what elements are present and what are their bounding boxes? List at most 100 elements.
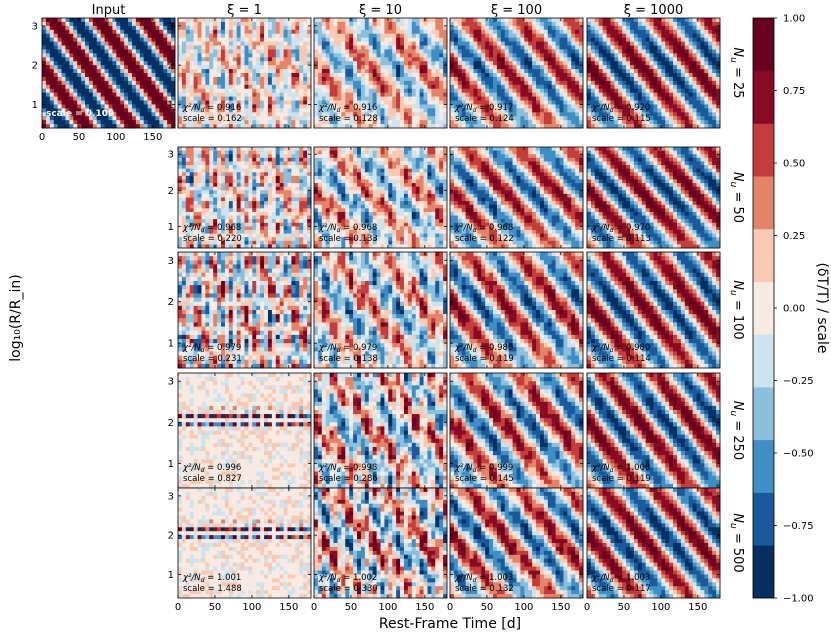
x-tick-label: 150 — [551, 602, 570, 613]
colorbar-tick-label: 0.50 — [783, 159, 805, 170]
y-axis-label: log₁₀(R/R_in) — [8, 274, 24, 361]
scale-label: scale = 0.119 — [592, 474, 651, 484]
x-tick-label: 100 — [106, 132, 125, 143]
chi2-label: χ²/Nd = 0.916 — [318, 103, 377, 114]
y-tick-label: 2 — [32, 61, 38, 72]
colorbar-segment — [753, 228, 774, 282]
y-tick-label: 2 — [168, 418, 174, 429]
y-tick-label: 1 — [168, 570, 174, 581]
x-tick-label: 0 — [447, 602, 453, 613]
row-label: Nu = 100 — [728, 280, 745, 339]
chi2-label: χ²/Nd = 0.916 — [182, 103, 241, 114]
scale-label: scale = 0.122 — [455, 234, 514, 244]
chi2-label: χ²/Nd = 0.980 — [591, 343, 650, 354]
scale-label: scale = 0.138 — [319, 354, 378, 364]
chi2-label: χ²/Nd = 1.000 — [591, 463, 650, 474]
x-tick-label: 0 — [39, 132, 45, 143]
x-tick-label: 150 — [143, 132, 162, 143]
chi2-label: χ²/Nd = 0.980 — [454, 343, 513, 354]
y-tick-label: 3 — [168, 377, 174, 388]
colorbar-tick-label: 0.75 — [783, 86, 805, 97]
scale-label: scale = 1.488 — [183, 584, 242, 594]
y-tick-label: 1 — [168, 100, 174, 111]
y-tick-label: 2 — [168, 186, 174, 197]
row-label: Nu = 25 — [728, 47, 745, 98]
chi2-label: χ²/Nd = 1.003 — [454, 573, 513, 584]
scale-label: scale = 0.128 — [319, 114, 378, 124]
colorbar-tick-label: 1.00 — [783, 14, 805, 25]
y-tick-label: 1 — [168, 222, 174, 233]
chi2-label: χ²/Nd = 0.996 — [182, 463, 241, 474]
y-tick-label: 2 — [168, 531, 174, 542]
colorbar-segment — [753, 281, 774, 335]
colorbar-tick-label: −0.75 — [783, 521, 814, 532]
colorbar-tick-label: −1.00 — [783, 594, 814, 605]
column-title: ξ = 10 — [359, 3, 402, 18]
chi2-label: χ²/Nd = 0.998 — [318, 463, 377, 474]
y-tick-label: 3 — [32, 21, 38, 32]
scale-label: scale = 0.113 — [592, 234, 651, 244]
chi2-label: χ²/Nd = 1.002 — [318, 573, 377, 584]
colorbar-label: (δT/T) / scale — [814, 263, 830, 354]
colorbar-segment — [753, 545, 774, 599]
chi2-label: χ²/Nd = 0.917 — [454, 103, 513, 114]
colorbar-segment — [753, 176, 774, 230]
colorbar-segment — [753, 439, 774, 493]
scale-label: scale = 0.330 — [319, 584, 378, 594]
colorbar-segment — [753, 123, 774, 177]
colorbar-tick-label: 0.25 — [783, 231, 805, 242]
chi2-label: χ²/Nd = 0.968 — [454, 223, 513, 234]
chi2-label: χ²/Nd = 1.003 — [591, 573, 650, 584]
chi2-label: χ²/Nd = 0.968 — [318, 223, 377, 234]
colorbar: 1.00 0.75 0.50 0.25 0.00 −0.25 −0.50 −0.75 −1.00… — [752, 14, 830, 605]
chi2-label: χ²/Nd = 0.970 — [591, 223, 650, 234]
y-tick-label: 3 — [168, 491, 174, 502]
colorbar-tick-label: −0.50 — [783, 449, 814, 460]
axes-labels: Input ξ = 1 ξ = 10 ξ = 100 ξ = 1000 Nu = 25 Nu… — [8, 3, 745, 632]
x-tick-label: 50 — [618, 602, 631, 613]
scale-label: scale = 0.114 — [592, 354, 651, 364]
chi2-label: χ²/Nd = 1.001 — [182, 573, 241, 584]
x-tick-label: 50 — [209, 602, 222, 613]
chi2-label: χ²/Nd = 0.979 — [318, 343, 377, 354]
colorbar-segment — [753, 334, 774, 388]
y-tick-label: 3 — [168, 150, 174, 161]
column-title: ξ = 1000 — [624, 3, 684, 18]
y-tick-label: 1 — [168, 339, 174, 350]
x-tick-label: 0 — [311, 602, 317, 613]
input-title: Input — [92, 3, 126, 18]
colorbar-segment — [753, 492, 774, 546]
chi2-label: χ²/Nd = 0.979 — [182, 343, 241, 354]
scale-label: scale = 0.119 — [455, 354, 514, 364]
chi2-label: χ²/Nd = 0.920 — [591, 103, 650, 114]
row-label: Nu = 50 — [728, 172, 745, 223]
column-title: ξ = 100 — [491, 3, 542, 18]
colorbar-segment — [753, 18, 774, 72]
x-tick-label: 100 — [514, 602, 533, 613]
x-axis-label: Rest-Frame Time [d] — [379, 616, 521, 632]
row-label: Nu = 500 — [728, 513, 745, 572]
input-scale-label: scale = 0.100 — [46, 109, 114, 119]
x-tick-label: 50 — [345, 602, 358, 613]
x-tick-label: 100 — [242, 602, 261, 613]
y-tick-label: 1 — [168, 459, 174, 470]
scale-label: scale = 0.124 — [455, 114, 514, 124]
